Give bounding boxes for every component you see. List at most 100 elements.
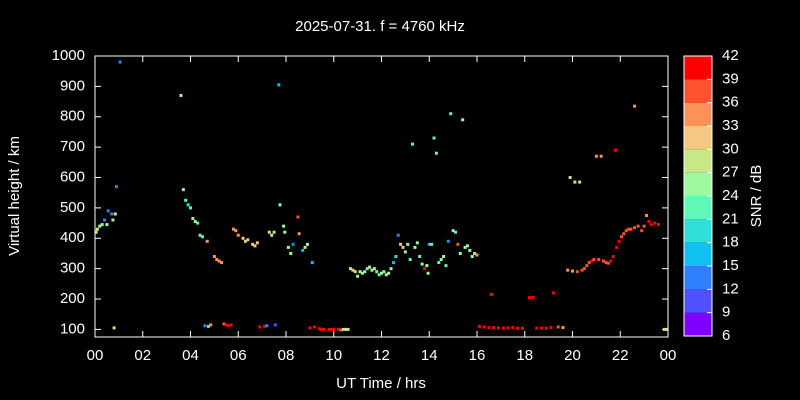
point (246, 238, 250, 242)
plot-frame (94, 55, 669, 338)
point (320, 327, 324, 331)
point (566, 268, 570, 272)
colorbar-swatch (684, 312, 712, 336)
point (353, 270, 357, 274)
point (291, 242, 295, 246)
point (103, 218, 107, 222)
point (305, 242, 309, 246)
point (111, 218, 115, 222)
colorbar-tick-label: 24 (722, 187, 739, 204)
colorbar-swatch (684, 56, 712, 80)
point (272, 230, 276, 234)
point (604, 261, 608, 265)
y-axis-label: Virtual height / km (6, 136, 23, 256)
colorbar-tick-label: 27 (722, 164, 739, 181)
colorbar-swatch (684, 79, 712, 103)
point (234, 229, 238, 233)
point (511, 326, 515, 330)
point (267, 230, 271, 234)
point (599, 154, 603, 158)
point (520, 326, 524, 330)
point (645, 213, 649, 217)
point (602, 259, 606, 263)
point (215, 258, 219, 262)
point (487, 326, 491, 330)
x-tick-label: 18 (516, 347, 533, 364)
point (322, 327, 326, 331)
point (582, 267, 586, 271)
y-tick-label: 300 (60, 260, 85, 277)
point (619, 235, 623, 239)
point (430, 242, 434, 246)
point (413, 245, 417, 249)
point (411, 142, 415, 146)
point (439, 258, 443, 262)
point (468, 248, 472, 252)
point (662, 327, 666, 331)
point (575, 270, 579, 274)
point (633, 104, 637, 108)
x-tick-label: 10 (325, 347, 342, 364)
point (426, 271, 430, 275)
point (649, 223, 653, 227)
point (544, 326, 548, 330)
colorbar-tick-label: 33 (722, 117, 739, 134)
point (118, 60, 122, 64)
point (243, 239, 247, 243)
point (351, 268, 355, 272)
point (112, 326, 116, 330)
y-tick-label: 1000 (52, 47, 85, 64)
y-tick-label: 800 (60, 108, 85, 125)
point (597, 258, 601, 262)
point (224, 323, 228, 327)
point (451, 229, 455, 233)
colorbar-tick-label: 21 (722, 210, 739, 227)
point (516, 326, 520, 330)
point (229, 323, 233, 327)
colorbar-swatch (684, 266, 712, 290)
point (551, 291, 555, 295)
point (95, 227, 99, 231)
point (227, 324, 231, 328)
x-tick-label: 00 (87, 347, 104, 364)
colorbar-tick-label: 42 (722, 47, 739, 64)
point (580, 268, 584, 272)
point (571, 269, 574, 273)
point (415, 241, 419, 245)
x-tick-label: 16 (469, 347, 486, 364)
point (360, 271, 364, 275)
chart-title: 2025-07-31. f = 4760 kHz (295, 18, 465, 35)
x-axis-label: UT Time / hrs (336, 375, 426, 392)
point (363, 270, 367, 274)
point (387, 271, 391, 275)
colorbar-tick-label: 15 (722, 257, 739, 274)
point (461, 118, 465, 122)
point (203, 324, 207, 328)
point (209, 323, 213, 327)
point (425, 264, 429, 268)
colorbar-swatch (684, 219, 712, 243)
point (427, 242, 431, 246)
point (611, 254, 615, 258)
point (286, 245, 290, 249)
point (346, 327, 350, 331)
point (442, 254, 446, 258)
point (327, 327, 331, 331)
point (406, 242, 410, 246)
point (496, 326, 500, 330)
point (106, 209, 110, 213)
colorbar-swatch (684, 196, 712, 220)
point (98, 224, 102, 228)
point (220, 261, 224, 265)
x-tick-label: 06 (230, 347, 247, 364)
point (470, 254, 474, 258)
point (236, 233, 240, 237)
point (456, 242, 460, 246)
point (606, 261, 610, 265)
point (222, 322, 226, 326)
colorbar-swatch (684, 102, 712, 126)
x-tick-label: 12 (373, 347, 390, 364)
point (437, 261, 441, 265)
point (501, 326, 505, 330)
